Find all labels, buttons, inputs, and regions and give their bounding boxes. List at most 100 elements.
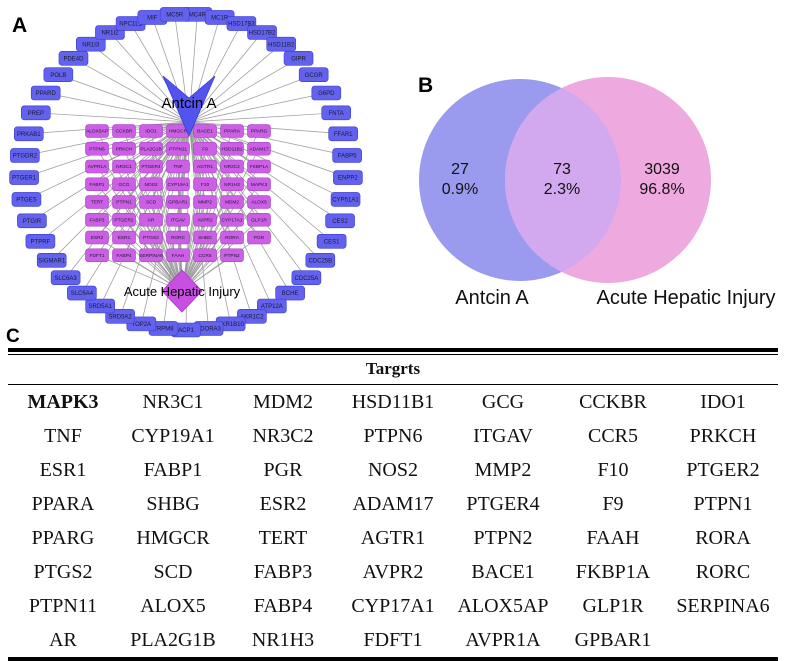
node-label: ALOX5AP	[86, 129, 108, 135]
edge-hub-ring	[45, 92, 190, 123]
gene-cell: CYP17A1	[351, 595, 435, 617]
node-label: PTPRF	[31, 239, 51, 245]
node-pde4d: PDE4D	[58, 51, 89, 66]
node-label: CCR5	[198, 253, 211, 259]
table-row: PTGS2 SCD FABP3 AVPR2 BACE1 FKBP1A RORC	[8, 555, 778, 589]
node-label: ATP12A	[261, 304, 283, 310]
gene-cell: AR	[49, 629, 77, 651]
node-label: MMP2	[198, 200, 212, 206]
gene-cell: RORA	[695, 527, 751, 549]
node-label: GPBAR1	[168, 200, 188, 206]
node-label: CDC25B	[308, 259, 332, 265]
node-cyp17a1: CYP17A1	[220, 212, 244, 227]
node-label: MDM2	[225, 200, 239, 206]
node-label: NPC1L1	[119, 22, 142, 28]
node-label: AKR1C2	[240, 315, 264, 321]
gene-cell: HSD11B1	[351, 391, 435, 413]
node-ptgir: PTGIR	[17, 213, 47, 229]
node-label: ESR2	[91, 235, 104, 241]
node-ptger1: PTGER1	[9, 170, 39, 185]
node-gcgr: GCGR	[298, 67, 329, 83]
node-label: FABP5	[338, 154, 357, 160]
gene-cell: ESR1	[39, 459, 87, 481]
node-ptgs2: PTGS2	[139, 230, 163, 245]
node-label: AGTR1	[197, 164, 213, 170]
node-g6pd: G6PD	[311, 85, 342, 101]
node-prep: PREP	[20, 105, 51, 121]
node-slc6a3: SLC6A3	[50, 270, 81, 286]
gene-cell: RORC	[695, 561, 751, 583]
node-cyp19a1: CYP19A1	[166, 177, 190, 192]
node-label: NOS2	[144, 182, 157, 188]
edge-hub-ring	[188, 43, 282, 123]
node-ppard: PPARD	[30, 85, 61, 101]
node-label: CYP17A1	[221, 217, 242, 223]
table-row: PTPN11 ALOX5 FABP4 CYP17A1 ALOX5AP GLP1R SERPI…	[8, 589, 778, 623]
node-label: HSD17B2	[249, 31, 276, 37]
node-label: FDFT1	[90, 253, 105, 259]
node-label: SLC6A3	[54, 276, 77, 282]
node-label: TOP2A	[132, 322, 152, 328]
node-ptgdr2: PTGDR2	[10, 148, 40, 163]
node-nr3c2: NR3C2	[220, 159, 244, 174]
edge-disease-target	[150, 130, 183, 292]
table-row: TNF CYP19A1 NR3C2 PTPN6 ITGAV CCR5 PRKCH	[8, 419, 778, 453]
node-label: PREP	[28, 111, 44, 117]
gene-cell: PRKCH	[689, 425, 757, 447]
edge-hub-ring	[51, 121, 190, 261]
edge-hub-ring	[73, 58, 190, 123]
targets-table-panel: Targrts MAPK3 NR3C1 MDM2 HSD11B1 GCG CCKBR IDO…	[8, 348, 778, 661]
node-gipr: GIPR	[283, 51, 314, 66]
node-label: PTGER2	[114, 217, 134, 223]
node-label: PTPN2	[224, 253, 240, 259]
gene-cell: HMGCR	[136, 527, 210, 549]
node-cdc25a: CDC25A	[291, 270, 322, 286]
node-label: HSD11B2	[268, 42, 295, 48]
node-gpbar1: GPBAR1	[166, 195, 190, 209]
node-pgr: PGR	[247, 230, 271, 245]
gene-cell: PTPN1	[693, 493, 753, 515]
node-label: PTGES	[16, 198, 36, 204]
node-label: HSD11B1	[222, 146, 243, 152]
node-label: PTGIR	[23, 219, 42, 225]
node-label: PTPN1	[116, 200, 132, 206]
gene-cell: GLP1R	[582, 595, 644, 617]
gene-cell: PTGER2	[686, 459, 760, 481]
node-label: GLP1R	[251, 217, 267, 223]
edge-hub-ring	[35, 112, 190, 123]
node-f9: F9	[193, 141, 217, 156]
node-label: SRD5A2	[108, 315, 132, 321]
node-label: AKR1B10	[217, 322, 244, 328]
node-label: NR3C2	[224, 164, 240, 170]
node-hsd11b2: HSD11B2	[266, 36, 297, 52]
node-esr2: ESR2	[85, 230, 109, 245]
node-label: TRPM8	[153, 327, 174, 333]
node-label: MIF	[147, 16, 158, 22]
gene-cell: ADAM17	[352, 493, 434, 515]
node-fdft1: FDFT1	[85, 248, 109, 263]
node-hsd17b2: HSD17B2	[247, 25, 277, 40]
node-slc6a4: SLC6A4	[67, 285, 97, 301]
node-hmgcr: HMGCR	[166, 124, 190, 138]
gene-cell: CCR5	[587, 425, 639, 447]
node-ptpn11: PTPN11	[166, 141, 190, 156]
node-label: NR1H3	[224, 182, 240, 188]
gene-cell: FDFT1	[363, 629, 423, 651]
node-label: BCHE	[282, 291, 299, 297]
node-fkbp1a: FKBP1A	[247, 159, 271, 174]
node-label: FNTA	[329, 111, 344, 117]
gene-cell: CYP19A1	[131, 425, 215, 447]
edge-hub-ring	[109, 32, 190, 123]
gene-cell: PTPN2	[473, 527, 533, 549]
node-shbg: SHBG	[193, 230, 217, 245]
node-label: PLA2G1B	[140, 146, 161, 152]
edge-hub-ring	[58, 74, 190, 123]
node-ar: AR	[139, 212, 163, 227]
gene-cell: PTGS2	[33, 561, 93, 583]
node-label: CES1	[324, 239, 340, 245]
node-label: PTPN6	[89, 146, 105, 152]
gene-cell	[668, 623, 778, 657]
edge-disease-target	[181, 130, 206, 292]
node-label: SLC6A4	[71, 291, 94, 297]
node-srd5a1: SRD5A1	[85, 298, 115, 314]
